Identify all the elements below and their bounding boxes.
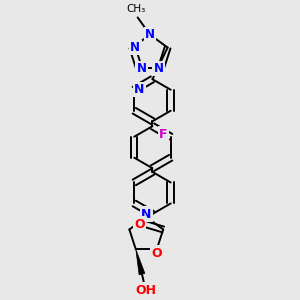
- Text: O: O: [152, 247, 162, 260]
- Text: CH₃: CH₃: [127, 4, 146, 14]
- Text: N: N: [134, 83, 144, 96]
- Text: N: N: [145, 28, 155, 41]
- Text: N: N: [141, 208, 152, 221]
- Text: N: N: [153, 62, 164, 75]
- Text: O: O: [134, 218, 145, 231]
- Text: N: N: [136, 62, 147, 75]
- Text: N: N: [130, 41, 140, 54]
- Polygon shape: [136, 249, 145, 275]
- Text: F: F: [159, 128, 167, 141]
- Text: OH: OH: [135, 284, 156, 297]
